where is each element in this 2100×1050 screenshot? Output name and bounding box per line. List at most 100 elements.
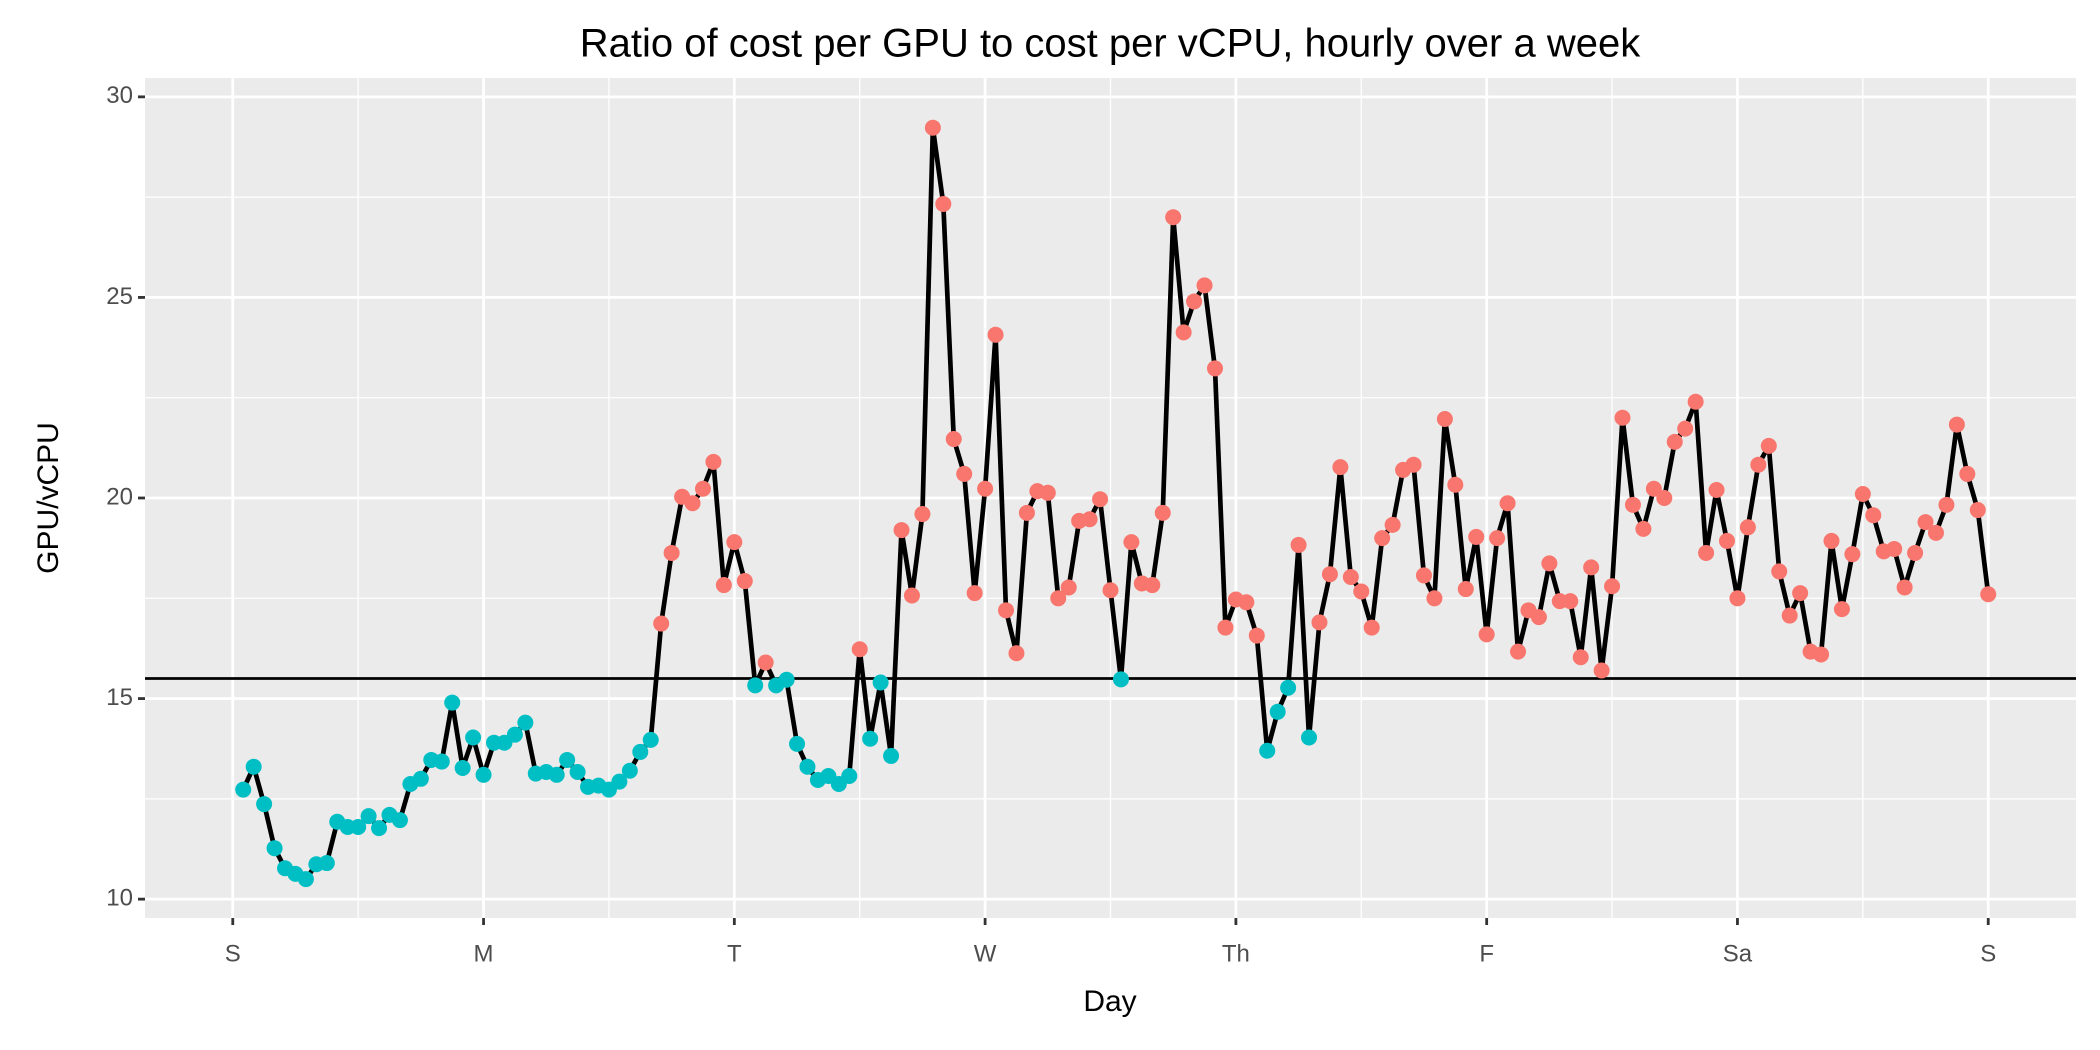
point — [1248, 627, 1265, 644]
point — [1896, 579, 1913, 596]
point — [1039, 484, 1056, 501]
point — [1854, 485, 1871, 502]
point — [1092, 491, 1109, 508]
point — [1980, 586, 1997, 603]
point — [1614, 409, 1631, 426]
point — [371, 820, 388, 837]
point — [966, 585, 983, 602]
point — [757, 654, 774, 671]
point — [433, 753, 450, 770]
point — [799, 758, 816, 775]
point — [987, 326, 1004, 343]
x-tick-label: Th — [1222, 940, 1250, 967]
point — [872, 674, 889, 691]
x-tick-label: W — [974, 940, 997, 967]
point — [1927, 524, 1944, 541]
point — [1948, 416, 1965, 433]
line — [241, 125, 1991, 882]
point — [1259, 742, 1276, 759]
point — [1886, 540, 1903, 557]
y-tick-label: 20 — [106, 483, 133, 510]
chart-title: Ratio of cost per GPU to cost per vCPU, … — [580, 22, 1641, 66]
point — [1781, 607, 1798, 624]
point — [642, 731, 659, 748]
point — [632, 743, 649, 760]
point — [715, 577, 732, 594]
point — [1123, 534, 1140, 551]
x-tick-label: F — [1479, 940, 1494, 967]
point — [1708, 481, 1725, 498]
point — [1666, 433, 1683, 450]
point — [977, 480, 994, 497]
point — [924, 119, 941, 136]
point — [1760, 437, 1777, 454]
point — [1792, 585, 1809, 602]
point — [548, 766, 565, 783]
y-tick-label: 10 — [106, 884, 133, 911]
point — [1238, 594, 1255, 611]
point — [1823, 532, 1840, 549]
point — [1468, 528, 1485, 545]
point — [465, 729, 482, 746]
point — [1280, 679, 1297, 696]
point — [1457, 581, 1474, 598]
point — [956, 465, 973, 482]
point — [1593, 662, 1610, 679]
point — [747, 677, 764, 694]
point — [998, 602, 1015, 619]
point — [1583, 559, 1600, 576]
point — [1154, 504, 1171, 521]
y-tick-label: 15 — [106, 684, 133, 711]
point — [705, 453, 722, 470]
point — [726, 534, 743, 551]
point — [1635, 520, 1652, 537]
point — [1572, 649, 1589, 666]
point — [506, 726, 523, 743]
point — [1489, 530, 1506, 547]
point — [862, 730, 879, 747]
point — [789, 735, 806, 752]
point — [851, 641, 868, 658]
point — [1415, 567, 1432, 584]
point — [1718, 532, 1735, 549]
point — [1102, 582, 1119, 599]
point — [621, 762, 638, 779]
point — [1060, 579, 1077, 596]
point — [1677, 420, 1694, 437]
y-axis-title: GPU/vCPU — [32, 422, 65, 574]
point — [684, 495, 701, 512]
point — [1196, 277, 1213, 294]
point — [1750, 456, 1767, 473]
point — [653, 615, 670, 632]
point — [1332, 459, 1349, 476]
point — [1186, 293, 1203, 310]
point — [1269, 703, 1286, 720]
point — [391, 812, 408, 829]
point — [945, 431, 962, 448]
point — [1290, 536, 1307, 553]
point — [736, 573, 753, 590]
x-tick-label: Sa — [1723, 940, 1753, 967]
point — [1478, 626, 1495, 643]
point — [1447, 476, 1464, 493]
point — [1144, 577, 1161, 594]
point — [1374, 530, 1391, 547]
x-axis-title: Day — [1083, 985, 1136, 1018]
point — [1562, 593, 1579, 610]
x-tick-label: T — [727, 940, 742, 967]
point — [883, 747, 900, 764]
point — [1624, 496, 1641, 513]
point — [694, 480, 711, 497]
point — [1907, 544, 1924, 561]
point — [235, 781, 252, 798]
point — [1436, 410, 1453, 427]
point — [350, 818, 367, 835]
point — [1656, 490, 1673, 506]
point — [1969, 502, 1986, 519]
point — [1321, 566, 1338, 583]
point — [914, 506, 931, 523]
point — [569, 763, 586, 780]
point — [1833, 601, 1850, 618]
point — [841, 767, 858, 784]
